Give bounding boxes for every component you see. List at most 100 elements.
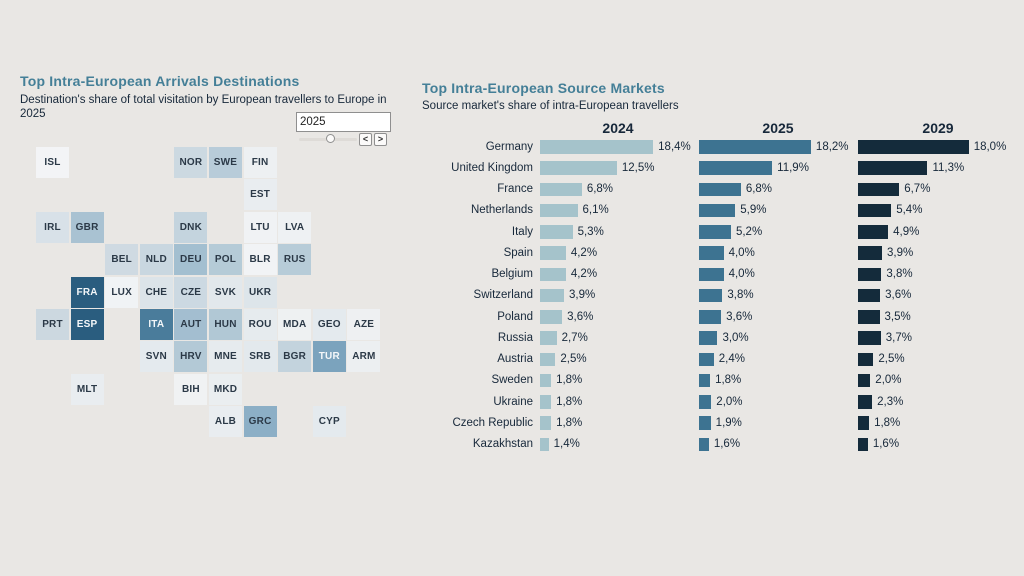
map-tile-ukr[interactable]: UKR: [243, 276, 277, 308]
bar-2024-ukraine[interactable]: [540, 395, 552, 409]
map-tile-gbr[interactable]: GBR: [70, 211, 104, 243]
map-tile-bih[interactable]: BIH: [174, 373, 208, 405]
map-tile-lux[interactable]: LUX: [105, 276, 139, 308]
bar-2025-spain[interactable]: [699, 246, 724, 260]
bar-2025-switzerland[interactable]: [699, 288, 723, 303]
map-tile-irl[interactable]: IRL: [36, 211, 69, 243]
bar-2025-sweden[interactable]: [699, 373, 711, 388]
map-tile-bgr[interactable]: BGR: [278, 341, 312, 373]
value-2025-netherlands: 5,9%: [740, 204, 767, 217]
bar-2029-kazakhstan[interactable]: [858, 437, 868, 451]
bar-2024-russia[interactable]: [540, 331, 557, 345]
map-tile-fin[interactable]: FIN: [243, 147, 277, 178]
bar-2029-czech-republic[interactable]: [858, 416, 870, 430]
bar-2029-poland[interactable]: [858, 310, 880, 324]
bar-2024-czech-republic[interactable]: [540, 416, 552, 430]
map-tile-srb[interactable]: SRB: [243, 341, 277, 373]
bar-2029-spain[interactable]: [858, 246, 882, 260]
bar-2029-france[interactable]: [858, 182, 900, 196]
map-tile-aze[interactable]: AZE: [347, 309, 381, 340]
map-tile-alb[interactable]: ALB: [209, 406, 242, 438]
arrivals-destinations-title: Top Intra-European Arrivals Destinations: [20, 73, 300, 89]
map-tile-esp[interactable]: ESP: [70, 309, 104, 340]
year-slider-handle[interactable]: [326, 134, 335, 143]
map-tile-dnk[interactable]: DNK: [174, 211, 208, 243]
value-2025-ukraine: 2,0%: [716, 395, 743, 408]
map-tile-rus[interactable]: RUS: [278, 244, 312, 276]
map-tile-cyp[interactable]: CYP: [312, 406, 346, 438]
map-tile-cze[interactable]: CZE: [174, 276, 208, 308]
map-tile-mda[interactable]: MDA: [278, 309, 312, 340]
map-tile-pol[interactable]: POL: [209, 244, 242, 276]
map-tile-tur[interactable]: TUR: [312, 341, 346, 373]
bar-2024-kazakhstan[interactable]: [540, 437, 549, 451]
bar-2029-switzerland[interactable]: [858, 288, 881, 303]
bar-2029-ukraine[interactable]: [858, 395, 873, 409]
map-tile-rou[interactable]: ROU: [243, 309, 277, 340]
bar-2025-italy[interactable]: [699, 225, 731, 239]
map-tile-prt[interactable]: PRT: [36, 309, 69, 340]
bar-2029-germany[interactable]: [858, 140, 969, 154]
map-tile-nor[interactable]: NOR: [174, 147, 208, 178]
map-tile-mlt[interactable]: MLT: [70, 373, 104, 405]
bar-2029-italy[interactable]: [858, 225, 889, 239]
bar-2025-france[interactable]: [699, 182, 741, 196]
map-tile-lva[interactable]: LVA: [278, 211, 312, 243]
bar-2024-italy[interactable]: [540, 225, 573, 239]
bar-2029-netherlands[interactable]: [858, 203, 892, 218]
map-tile-bel[interactable]: BEL: [105, 244, 139, 276]
map-tile-est[interactable]: EST: [243, 179, 277, 211]
map-tile-deu[interactable]: DEU: [174, 244, 208, 276]
bar-2024-poland[interactable]: [540, 310, 563, 324]
bar-2024-sweden[interactable]: [540, 373, 552, 388]
map-tile-aut[interactable]: AUT: [174, 309, 208, 340]
map-tile-svn[interactable]: SVN: [139, 341, 173, 373]
bar-2024-austria[interactable]: [540, 352, 556, 366]
value-2029-belgium: 3,8%: [886, 268, 913, 280]
bar-2024-united-kingdom[interactable]: [540, 161, 617, 175]
bar-2024-germany[interactable]: [540, 140, 654, 154]
year-next-button[interactable]: >: [374, 133, 387, 146]
map-tile-swe[interactable]: SWE: [209, 147, 242, 178]
map-tile-svk[interactable]: SVK: [209, 276, 242, 308]
bar-2029-sweden[interactable]: [858, 373, 871, 388]
bar-2025-kazakhstan[interactable]: [699, 437, 709, 451]
year-input[interactable]: [296, 112, 391, 132]
map-tile-geo[interactable]: GEO: [312, 309, 346, 340]
map-tile-blr[interactable]: BLR: [243, 244, 277, 276]
bar-2025-germany[interactable]: [699, 140, 811, 154]
year-prev-button[interactable]: <: [359, 133, 372, 146]
bar-2025-ukraine[interactable]: [699, 395, 712, 409]
map-tile-hrv[interactable]: HRV: [174, 341, 208, 373]
map-tile-isl[interactable]: ISL: [36, 147, 69, 178]
bar-2029-belgium[interactable]: [858, 267, 882, 281]
map-tile-che[interactable]: CHE: [139, 276, 173, 308]
bar-2029-united-kingdom[interactable]: [858, 161, 928, 175]
bar-2024-france[interactable]: [540, 182, 582, 196]
bar-2024-spain[interactable]: [540, 246, 566, 260]
bar-2025-poland[interactable]: [699, 310, 722, 324]
value-2029-sweden: 2,0%: [875, 374, 902, 387]
map-tile-grc[interactable]: GRC: [243, 406, 277, 438]
bar-2024-belgium[interactable]: [540, 267, 566, 281]
bar-2025-austria[interactable]: [699, 352, 714, 366]
map-tile-ltu[interactable]: LTU: [243, 211, 277, 243]
bar-2024-switzerland[interactable]: [540, 288, 564, 303]
bar-2029-russia[interactable]: [858, 331, 881, 345]
bar-2024-netherlands[interactable]: [540, 203, 578, 218]
value-2025-france: 6,8%: [745, 183, 773, 195]
map-tile-mne[interactable]: MNE: [209, 341, 242, 373]
map-tile-nld[interactable]: NLD: [139, 244, 173, 276]
map-tile-arm[interactable]: ARM: [347, 341, 381, 373]
bar-2029-austria[interactable]: [858, 352, 874, 366]
map-tile-fra[interactable]: FRA: [70, 276, 104, 308]
bar-2025-netherlands[interactable]: [699, 203, 736, 218]
bar-2025-belgium[interactable]: [699, 267, 724, 281]
bar-2025-czech-republic[interactable]: [699, 416, 711, 430]
map-tile-mkd[interactable]: MKD: [209, 373, 242, 405]
map-tile-ita[interactable]: ITA: [139, 309, 173, 340]
map-tile-hun[interactable]: HUN: [209, 309, 242, 340]
value-2025-kazakhstan: 1,6%: [713, 438, 741, 450]
bar-2025-united-kingdom[interactable]: [699, 161, 773, 175]
bar-2025-russia[interactable]: [699, 331, 718, 345]
